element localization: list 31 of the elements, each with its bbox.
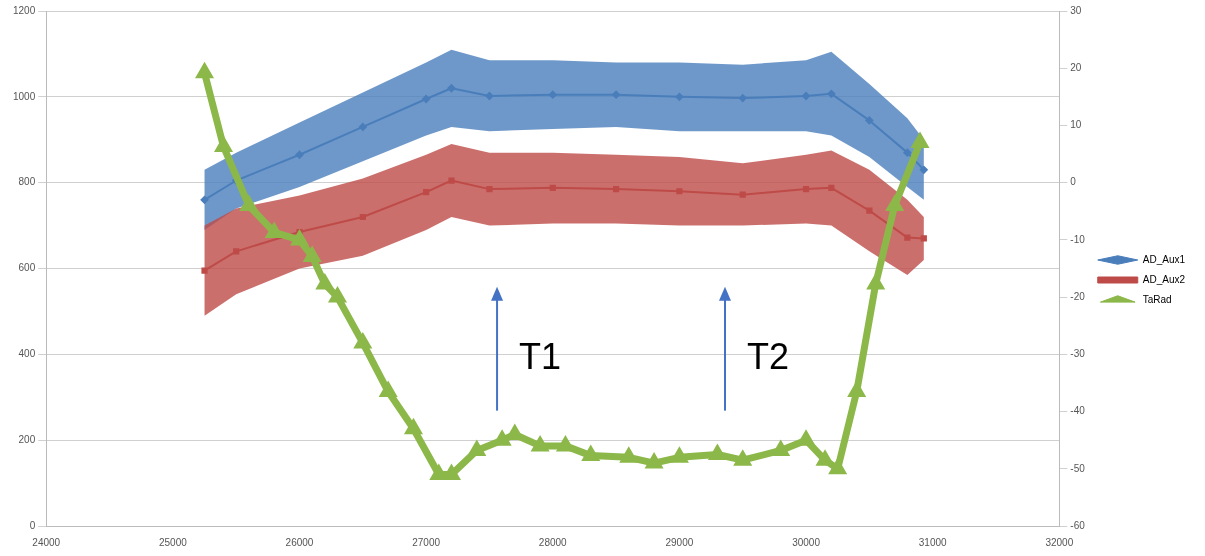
y2-tick-label: -30 [1070,348,1086,360]
y2-tick-label: -20 [1070,290,1086,302]
annotation: T2 [746,335,790,377]
y-tick-label: 400 [18,348,36,360]
x-tick-label: 25000 [158,536,188,548]
legend-label: AD_Aux2 [1142,273,1186,285]
x-tick-label: 24000 [32,536,61,548]
y-tick-label: 0 [29,519,36,531]
y2-tick-label: 0 [1070,176,1077,188]
y2-tick-label: 10 [1070,119,1082,131]
y2-tick-label: -40 [1070,405,1086,417]
y-tick-label: 800 [18,176,36,188]
x-tick-label: 28000 [538,536,568,548]
y-tick-label: 600 [18,262,36,274]
y-tick-label: 200 [18,433,36,445]
x-tick-label: 27000 [412,536,441,548]
x-tick-label: 30000 [792,536,821,548]
x-tick-label: 26000 [285,536,314,548]
y2-tick-label: -10 [1070,233,1086,245]
y2-tick-label: -50 [1070,462,1086,474]
y-tick-label: 1000 [13,90,36,102]
y2-tick-label: 20 [1070,61,1082,73]
y-tick-label: 1200 [13,4,36,16]
x-tick-label: 29000 [665,536,694,548]
legend-label: TaRad [1142,293,1172,305]
x-tick-label: 32000 [1045,536,1074,548]
legend-label: AD_Aux1 [1142,253,1186,265]
y2-tick-label: 30 [1070,4,1082,16]
annotation: T1 [519,335,562,377]
y2-tick-label: -60 [1070,519,1086,531]
x-tick-label: 31000 [918,536,948,548]
